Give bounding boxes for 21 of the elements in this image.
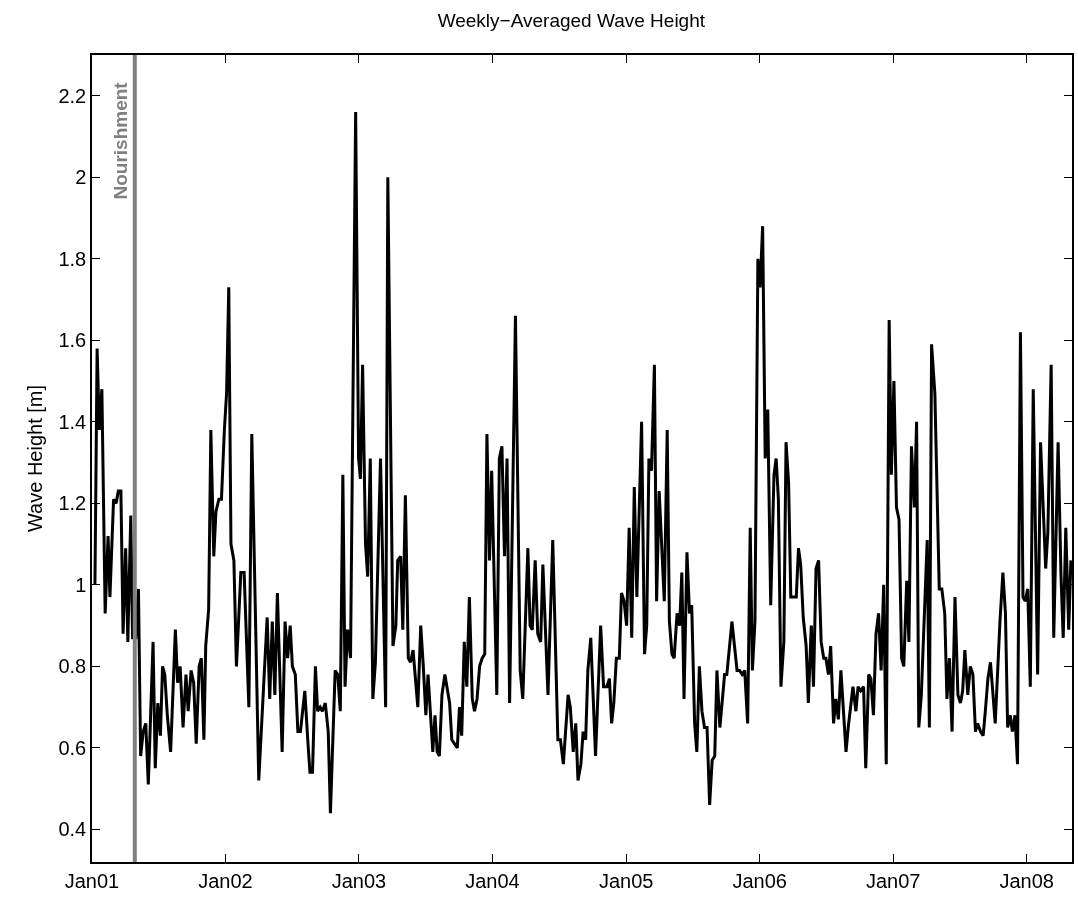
chart-title: Weekly−Averaged Wave Height xyxy=(437,10,706,32)
y-tick-label: 1.2 xyxy=(58,492,87,515)
x-tick-label: Jan06 xyxy=(732,869,787,892)
y-tick-label: 2.2 xyxy=(58,84,87,107)
y-tick-label: 1.8 xyxy=(58,247,87,270)
x-tick-label: Jan07 xyxy=(865,869,921,892)
y-tick-label: 1.4 xyxy=(58,410,87,433)
y-tick-label: 0.8 xyxy=(58,655,87,678)
x-tick-label: Jan01 xyxy=(64,869,120,892)
y-tick-label: 0.4 xyxy=(58,818,87,841)
x-tick-label: Jan05 xyxy=(599,869,654,892)
ref-line-label: Nourishment xyxy=(110,81,132,200)
y-tick-label: 1 xyxy=(75,573,87,596)
x-tick-label: Jan03 xyxy=(331,869,387,892)
x-tick-label: Jan02 xyxy=(198,869,253,892)
y-tick-label: 2 xyxy=(75,166,87,189)
x-tick-label: Jan08 xyxy=(999,869,1054,892)
y-axis-title: Wave Height [m] xyxy=(24,384,47,533)
x-tick-label: Jan04 xyxy=(465,869,520,892)
y-tick-label: 0.6 xyxy=(58,736,87,759)
y-tick-label: 1.6 xyxy=(58,329,87,352)
